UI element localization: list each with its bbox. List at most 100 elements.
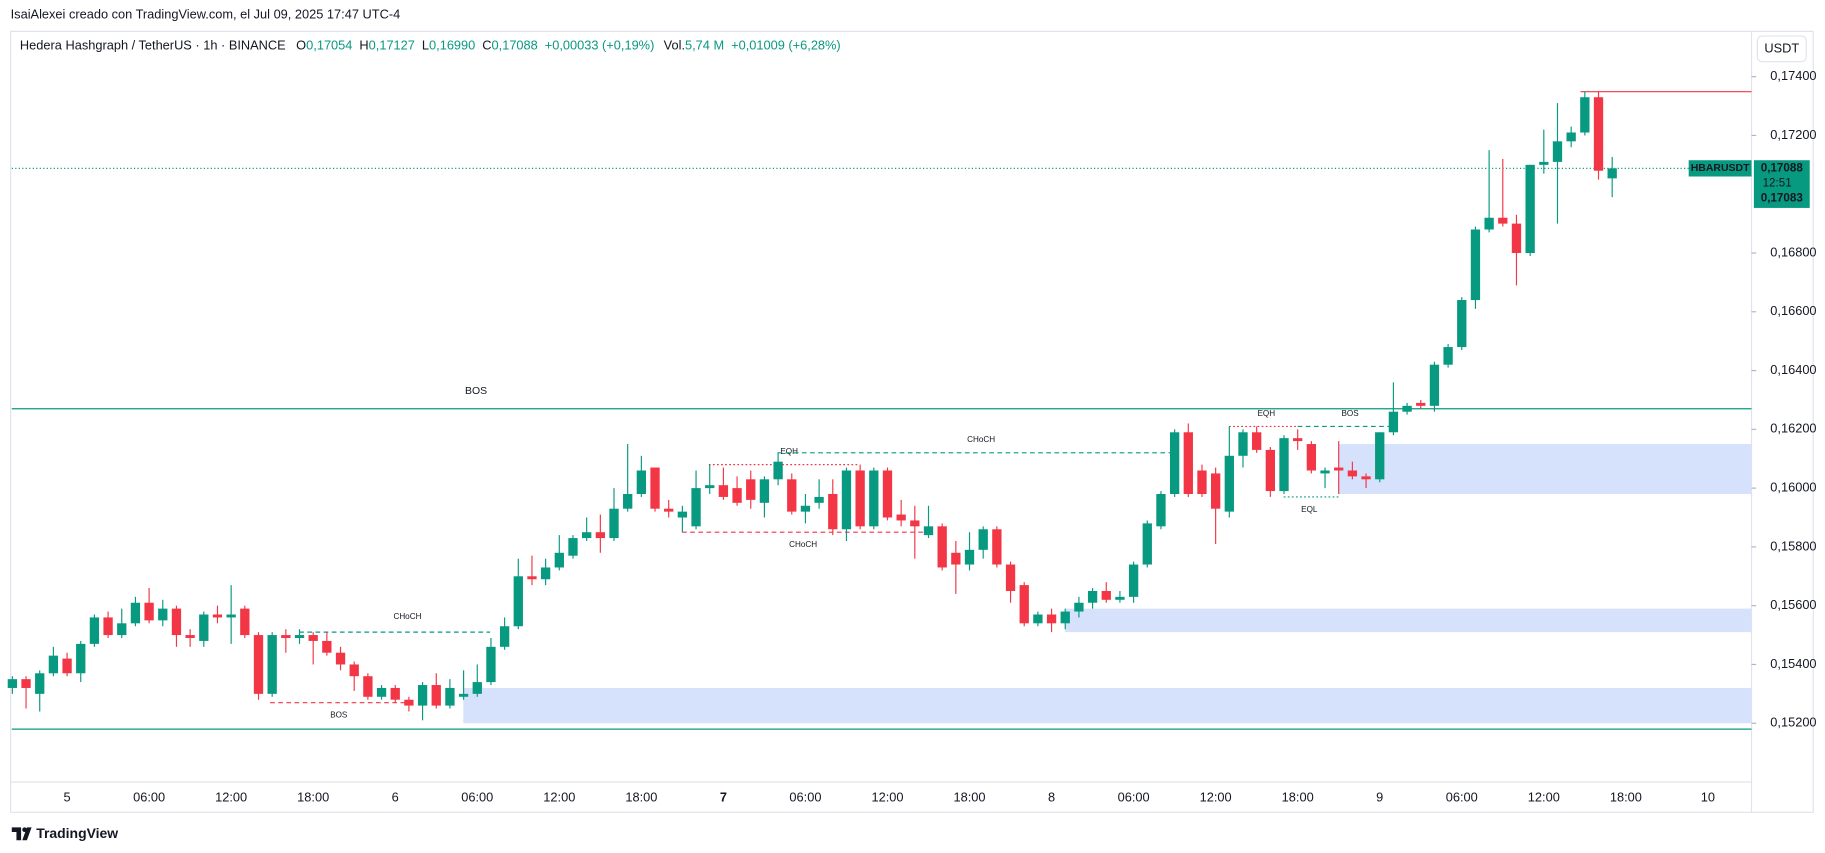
candle-body (937, 526, 947, 568)
candle-body (1115, 596, 1125, 600)
level-label: CHoCH (789, 540, 817, 549)
price-tag (1753, 160, 1810, 208)
candle-body (76, 643, 86, 674)
candle-body (1320, 470, 1330, 474)
candle-body (882, 470, 893, 518)
candle-body (1019, 585, 1029, 624)
candle-body (732, 488, 742, 503)
candle-body (623, 493, 633, 509)
zone (1064, 608, 1752, 633)
candle-body (595, 532, 605, 539)
candle-body (363, 676, 373, 697)
candle-body (199, 614, 209, 641)
x-tick-label: 18:00 (954, 790, 986, 805)
candle-body (1593, 97, 1604, 171)
legend-key: O (296, 38, 306, 53)
currency-label[interactable]: USDT (1764, 40, 1799, 55)
candle-body (117, 623, 127, 636)
candle-body (787, 479, 797, 512)
candle-body (267, 635, 277, 694)
candle-body (664, 508, 674, 512)
candle-body (841, 470, 852, 530)
candle-body (1334, 467, 1344, 471)
logo: TradingView (36, 825, 118, 841)
price-tag-countdown: 12:51 (1763, 177, 1792, 190)
y-tick-label: 0,17400 (1770, 68, 1816, 83)
candle-body (1060, 611, 1070, 624)
candle-body (335, 652, 346, 665)
candle-body (1580, 97, 1590, 133)
candle-body (554, 552, 564, 568)
candle-body (89, 617, 100, 644)
x-tick-label: 12:00 (1528, 790, 1560, 805)
candle-body (1552, 141, 1563, 162)
candle-body (759, 479, 770, 503)
candle-body (1005, 564, 1016, 591)
candle-body (869, 470, 879, 527)
x-tick-label: 8 (1048, 790, 1055, 805)
level-label: EQL (1301, 505, 1318, 514)
candle-body (212, 614, 223, 618)
level-label: CHoCH (393, 612, 421, 621)
candle-body (130, 602, 141, 624)
candle-body (294, 635, 305, 639)
candle-body (896, 514, 906, 521)
candle-body (800, 505, 811, 512)
x-tick-label: 10 (1701, 790, 1715, 805)
candle-body (582, 532, 592, 539)
y-tick-label: 0,16600 (1770, 303, 1816, 318)
symbol-tag (1688, 160, 1752, 177)
legend-key: C (482, 38, 491, 53)
x-tick-label: 06:00 (1118, 790, 1150, 805)
legend-volume-key: Vol. (664, 38, 685, 53)
candle-body (1347, 470, 1358, 477)
candle-body (144, 602, 154, 621)
level-label: EQH (1257, 409, 1275, 418)
candle-body (458, 693, 469, 697)
legend: Hedera Hashgraph / TetherUS · 1h · BINAN… (20, 38, 841, 53)
candle-body (1046, 614, 1057, 624)
x-tick-label: 12:00 (1200, 790, 1232, 805)
candle-body (1539, 161, 1549, 165)
candle-body (1265, 449, 1275, 492)
x-tick-label: 18:00 (297, 790, 329, 805)
candle-body (390, 687, 400, 700)
candle-body (1279, 438, 1289, 492)
candle-body (677, 511, 688, 518)
x-tick-label: 7 (720, 790, 727, 805)
x-tick-label: 18:00 (1282, 790, 1314, 805)
level-label: EQH (780, 447, 798, 456)
candle-body (308, 635, 318, 641)
candle-body (171, 608, 182, 636)
candle-body (431, 685, 441, 706)
candle-body (472, 682, 482, 694)
candle-body (1525, 164, 1535, 254)
candle-body (1402, 405, 1412, 412)
candle-body (499, 626, 510, 647)
candle-body (540, 567, 551, 580)
symbol-tag-label: HBARUSDT (1691, 163, 1750, 174)
level-label: BOS (330, 711, 348, 720)
legend-change: +0,00033 (+0,19%) (545, 38, 655, 53)
candle-body (527, 576, 537, 580)
candle-body (158, 608, 168, 621)
x-tick-label: 18:00 (1610, 790, 1642, 805)
level-label: CHoCH (967, 435, 995, 444)
candle-body (978, 529, 988, 550)
logo-dot (22, 827, 27, 833)
legend-value: 0,17127 (369, 38, 415, 53)
candle-body (1238, 432, 1248, 456)
candle-body (103, 617, 113, 636)
candle-body (1197, 470, 1207, 494)
x-tick-label: 5 (64, 790, 71, 805)
x-tick-label: 12:00 (543, 790, 575, 805)
candle-body (609, 508, 619, 539)
currency-button[interactable] (1756, 35, 1807, 63)
candle-body (35, 673, 45, 694)
candle-body (1142, 523, 1152, 565)
candle-body (185, 635, 195, 639)
legend-key: L (422, 38, 429, 53)
candle-body (992, 529, 1002, 565)
